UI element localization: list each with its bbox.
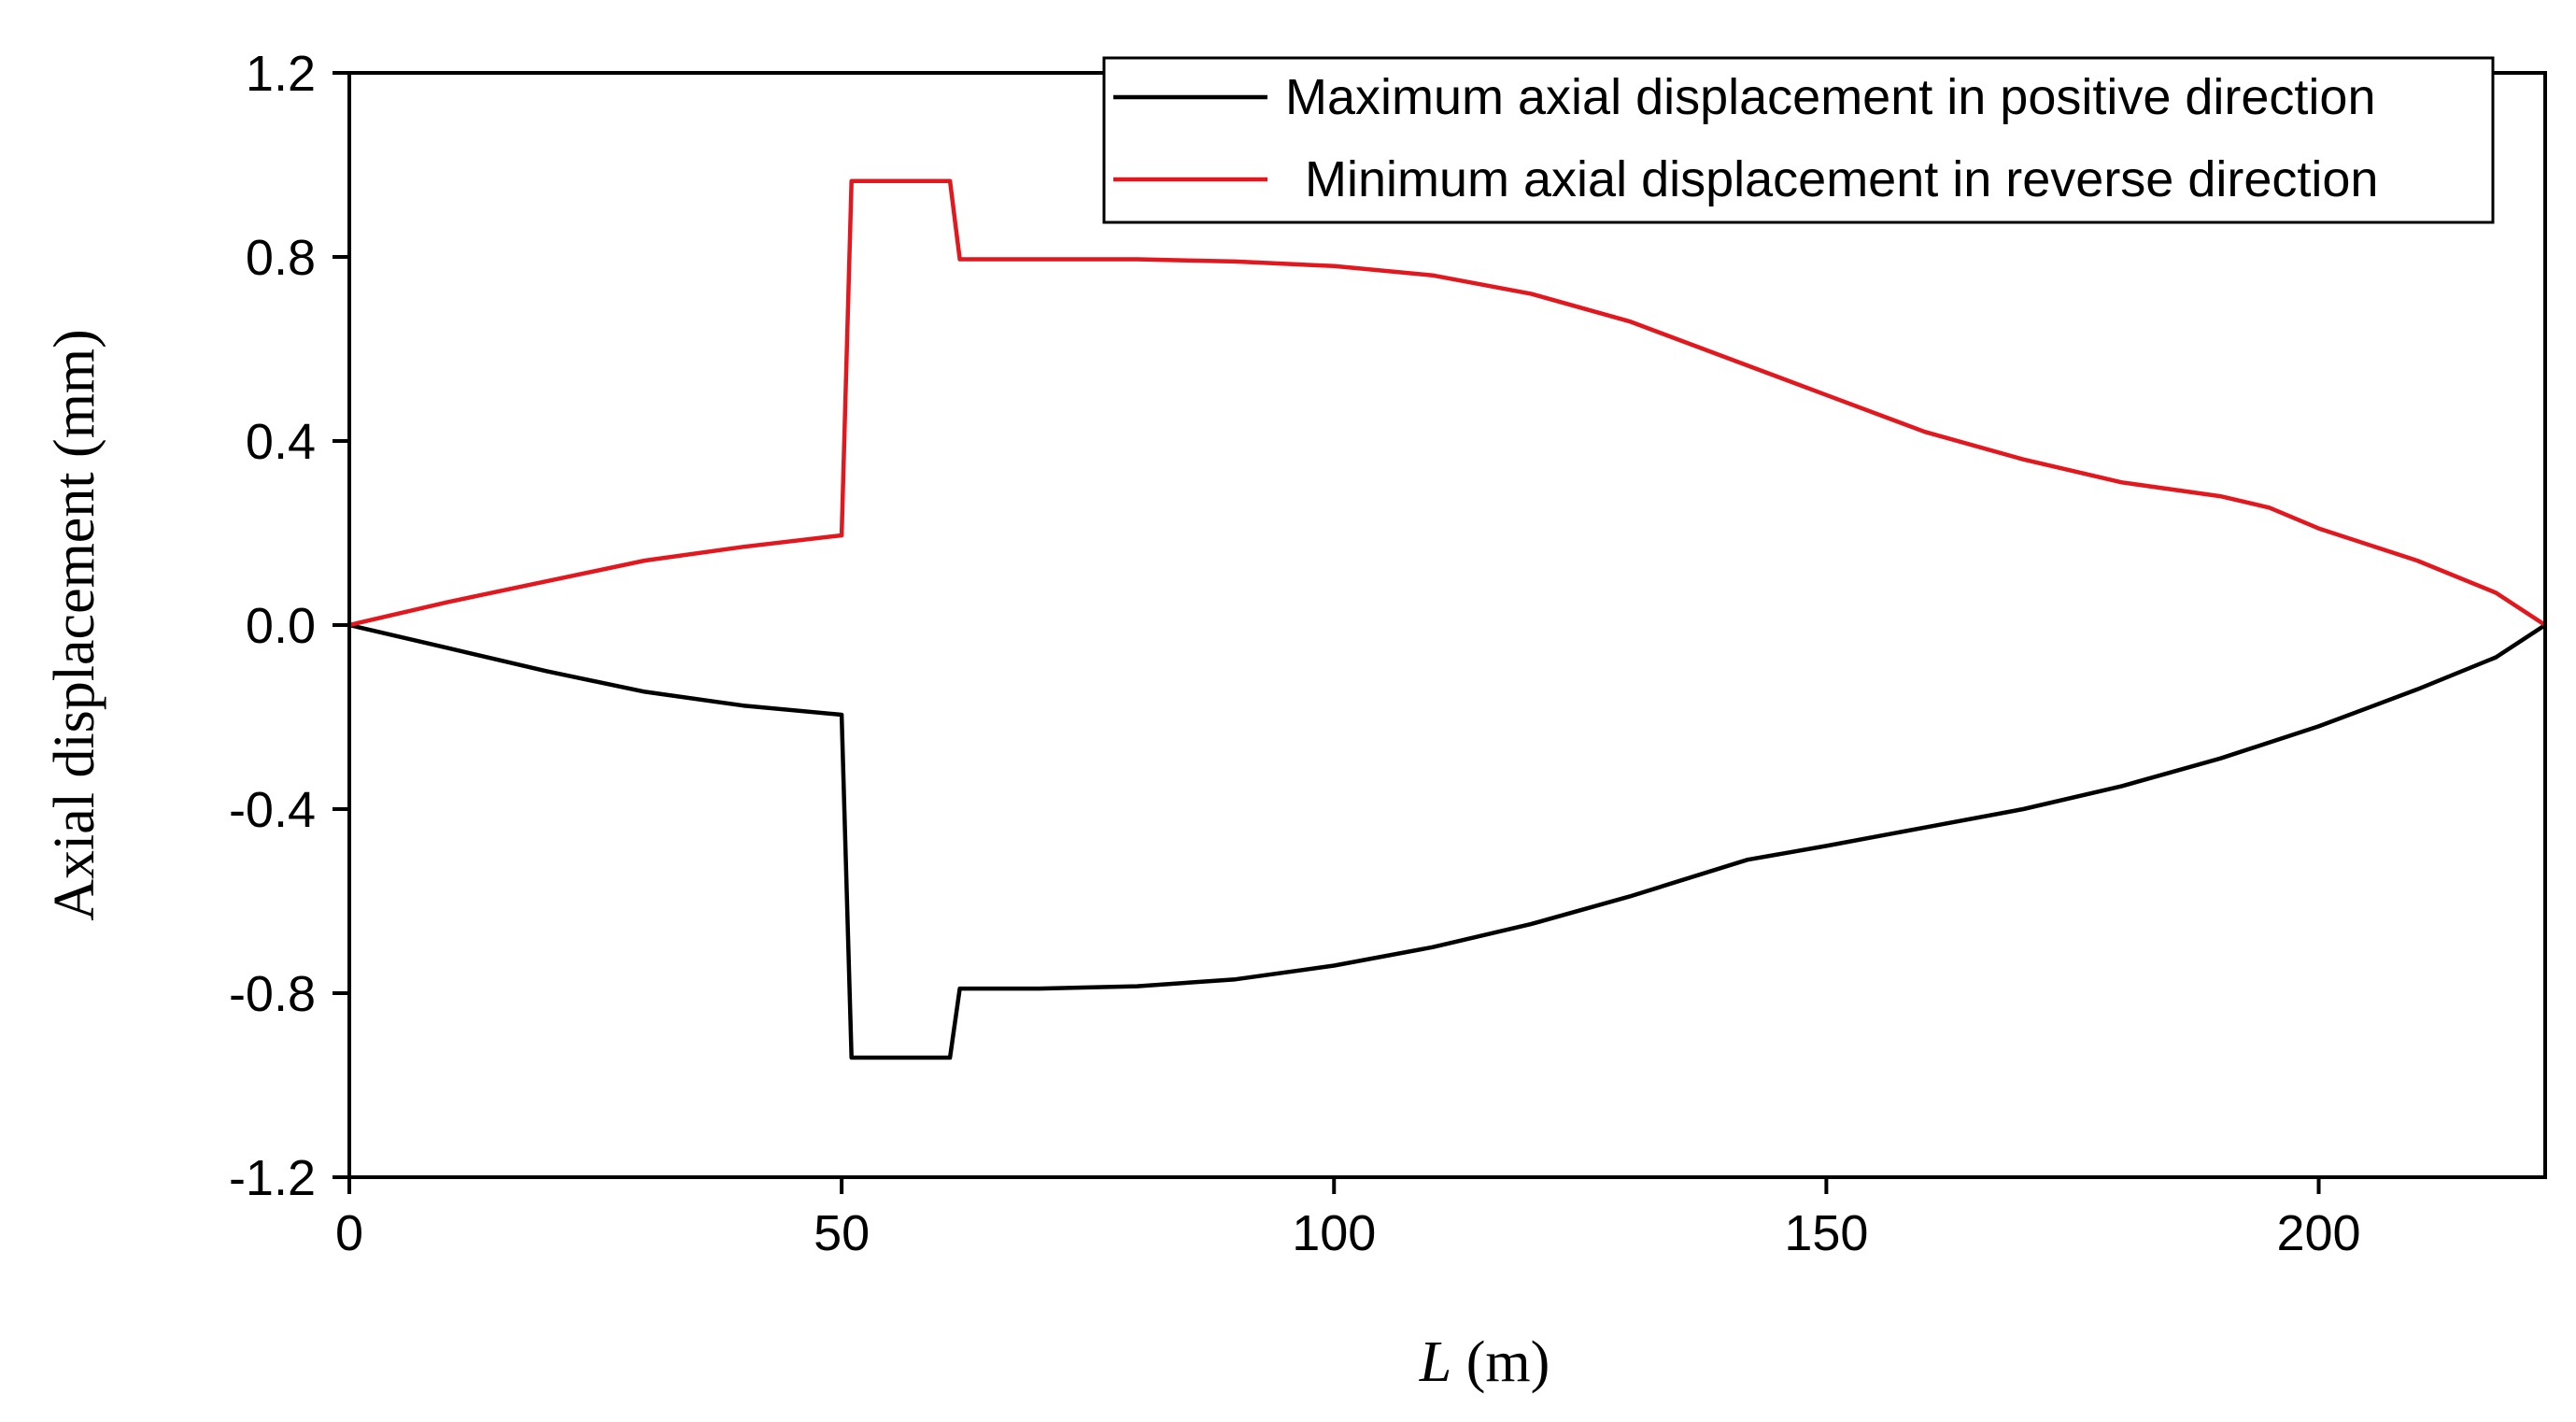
series-line-1 [348,622,2547,1060]
x-axis-title-unit: (m) [1451,1330,1550,1394]
y-tick-label: 0.8 [246,230,316,286]
y-tick-label: 0.0 [246,598,316,654]
x-tick-label: 200 [2276,1205,2360,1261]
x-tick-label: 0 [335,1205,363,1261]
x-axis-title-variable: L [1419,1330,1451,1394]
y-tick-label: -1.2 [229,1150,316,1206]
y-tick-label: 0.4 [246,414,316,470]
y-tick-label: -0.8 [229,966,316,1022]
legend-box [1102,56,2495,224]
x-tick-label: 100 [1292,1205,1376,1261]
x-axis-title: L (m) [1419,1330,1550,1394]
y-axis-title: Axial displacement (mm) [43,329,106,921]
y-tick-label: -0.4 [229,782,316,838]
y-tick-label: 1.2 [246,46,316,102]
legend: Maximum axial displacement in positive d… [1102,56,2495,224]
legend-label-2: Minimum axial displacement in reverse di… [1305,151,2378,207]
legend-label-1: Maximum axial displacement in positive d… [1285,69,2376,125]
plot-area-frame [347,71,2547,1179]
x-tick-label: 150 [1784,1205,1868,1261]
axis-ticks: 1.2 0.8 0.4 0.0 -0.4 -0.8 -1.2 0 50 100 150 200 [229,46,2361,1261]
series-line-2 [348,178,2547,628]
series-layer [348,178,2547,1060]
x-tick-label: 50 [814,1205,870,1261]
